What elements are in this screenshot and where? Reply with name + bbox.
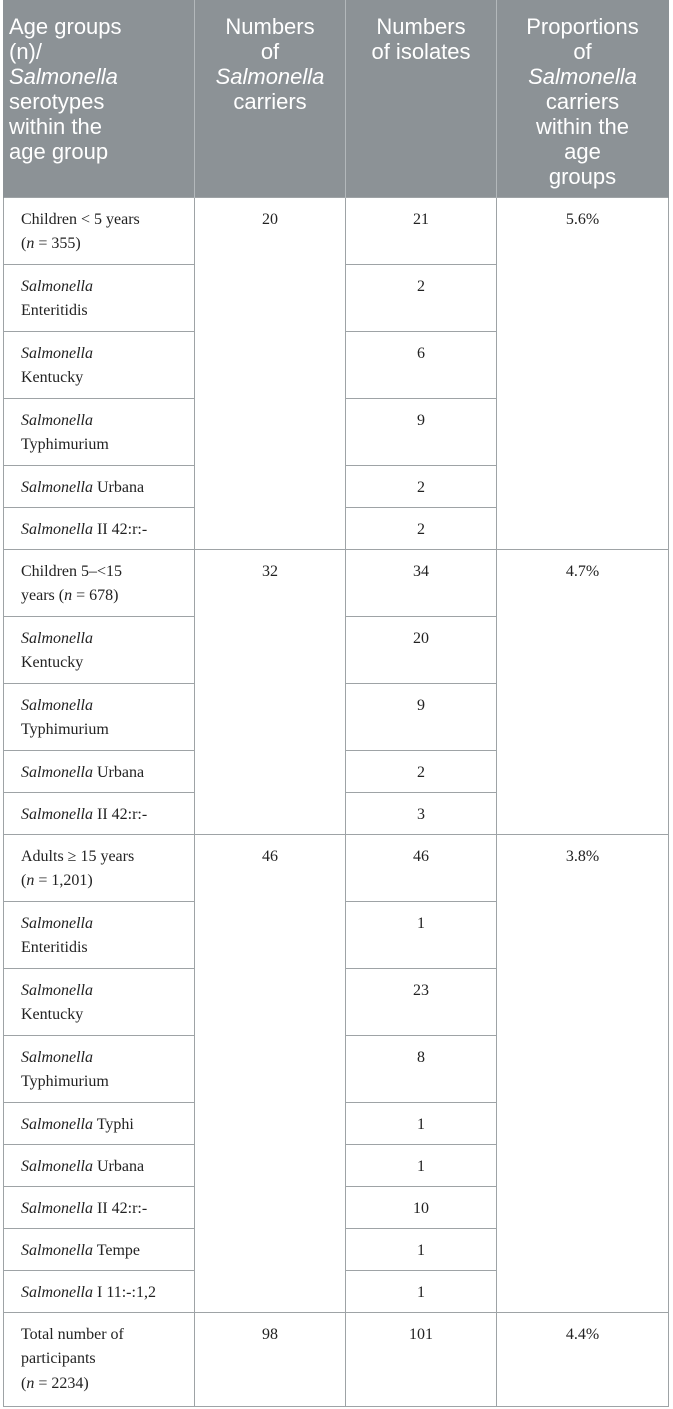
serotype-isolates: 1	[345, 1227, 497, 1271]
serotype-row: Salmonella Urbana 1	[3, 1143, 669, 1187]
serotype-name: Salmonella Urbana	[3, 1143, 195, 1187]
serotype-isolates: 3	[345, 791, 497, 835]
serotype-isolates: 6	[345, 330, 497, 399]
serotype-name: Salmonella Kentucky	[3, 615, 195, 684]
table-row: Children < 5 years (n = 355) 20 21 5.6%	[3, 196, 669, 550]
serotype-isolates: 8	[345, 1034, 497, 1103]
serotype-name: Salmonella Kentucky	[3, 330, 195, 399]
serotype-name: Salmonella II 42:r:-	[3, 506, 195, 550]
serotype-row: Salmonella Kentucky 6	[3, 330, 669, 399]
age-group-label: Children < 5 years (n = 355)	[3, 196, 195, 265]
header-age-groups: Age groups (n)/ Salmonella serotypes wit…	[3, 0, 195, 197]
serotype-row: Salmonella I 11:-:1,2 1	[3, 1269, 669, 1313]
header-carriers: Numbers of Salmonella carriers	[194, 0, 346, 197]
age-group-label: Adults ≥ 15 years (n = 1,201)	[3, 833, 195, 902]
isolates-count: 21	[345, 196, 497, 265]
serotype-row: Salmonella Enteritidis 1	[3, 900, 669, 969]
serotype-name: Salmonella Urbana	[3, 749, 195, 793]
header-proportions: Proportions of Salmonella carriers withi…	[496, 0, 669, 197]
serotype-name: Salmonella Tempe	[3, 1227, 195, 1271]
table-body: Children < 5 years (n = 355) 20 21 5.6% Salmo…	[3, 196, 669, 1407]
carriers-count: 46	[194, 833, 346, 1313]
serotype-isolates: 1	[345, 1101, 497, 1145]
serotype-row: Salmonella Typhimurium 9	[3, 682, 669, 751]
serotype-name: Salmonella Urbana	[3, 464, 195, 508]
serotype-row: Salmonella Urbana 2	[3, 749, 669, 793]
serotype-name: Salmonella Enteritidis	[3, 900, 195, 969]
serotype-isolates: 20	[345, 615, 497, 684]
total-isolates: 101	[345, 1311, 497, 1407]
serotype-isolates: 9	[345, 397, 497, 466]
serotype-row: Salmonella Typhimurium 8	[3, 1034, 669, 1103]
salmonella-carriers-table: Age groups (n)/ Salmonella serotypes wit…	[3, 0, 669, 1407]
serotype-name: Salmonella Typhimurium	[3, 1034, 195, 1103]
table-row: Children 5–<15 years (n = 678) 32 34 4.7%	[3, 548, 669, 835]
total-proportion: 4.4%	[496, 1311, 669, 1407]
serotype-row: Salmonella II 42:r:- 10	[3, 1185, 669, 1229]
serotype-row: Salmonella Enteritidis 2	[3, 263, 669, 332]
carriers-count: 32	[194, 548, 346, 835]
header-row: Age groups (n)/ Salmonella serotypes wit…	[3, 0, 669, 197]
serotype-isolates: 2	[345, 464, 497, 508]
total-row: Total number of participants (n = 2234) 98 1…	[3, 1311, 669, 1407]
total-label: Total number of participants (n = 2234)	[3, 1311, 195, 1407]
serotype-isolates: 23	[345, 967, 497, 1036]
proportion-value: 3.8%	[496, 833, 669, 1313]
serotype-name: Salmonella Typhi	[3, 1101, 195, 1145]
serotype-row: Salmonella II 42:r:- 3	[3, 791, 669, 835]
serotype-name: Salmonella II 42:r:-	[3, 791, 195, 835]
serotype-isolates: 10	[345, 1185, 497, 1229]
proportion-value: 5.6%	[496, 196, 669, 550]
table-header: Age groups (n)/ Salmonella serotypes wit…	[3, 0, 669, 197]
serotype-isolates: 1	[345, 900, 497, 969]
serotype-name: Salmonella I 11:-:1,2	[3, 1269, 195, 1313]
serotype-isolates: 1	[345, 1143, 497, 1187]
serotype-name: Salmonella Kentucky	[3, 967, 195, 1036]
serotype-isolates: 2	[345, 749, 497, 793]
serotype-name: Salmonella Typhimurium	[3, 397, 195, 466]
serotype-isolates: 2	[345, 506, 497, 550]
age-group-label: Children 5–<15 years (n = 678)	[3, 548, 195, 617]
serotype-isolates: 2	[345, 263, 497, 332]
header-isolates: Numbers of isolates	[345, 0, 497, 197]
isolates-count: 46	[345, 833, 497, 902]
proportion-value: 4.7%	[496, 548, 669, 835]
table-row: Adults ≥ 15 years (n = 1,201) 46 46 3.8%	[3, 833, 669, 1313]
serotype-isolates: 1	[345, 1269, 497, 1313]
isolates-count: 34	[345, 548, 497, 617]
serotype-name: Salmonella Enteritidis	[3, 263, 195, 332]
serotype-row: Salmonella II 42:r:- 2	[3, 506, 669, 550]
serotype-isolates: 9	[345, 682, 497, 751]
serotype-row: Salmonella Kentucky 23	[3, 967, 669, 1036]
total-carriers: 98	[194, 1311, 346, 1407]
serotype-row: Salmonella Typhimurium 9	[3, 397, 669, 466]
carriers-count: 20	[194, 196, 346, 550]
serotype-name: Salmonella II 42:r:-	[3, 1185, 195, 1229]
serotype-name: Salmonella Typhimurium	[3, 682, 195, 751]
serotype-row: Salmonella Typhi 1	[3, 1101, 669, 1145]
